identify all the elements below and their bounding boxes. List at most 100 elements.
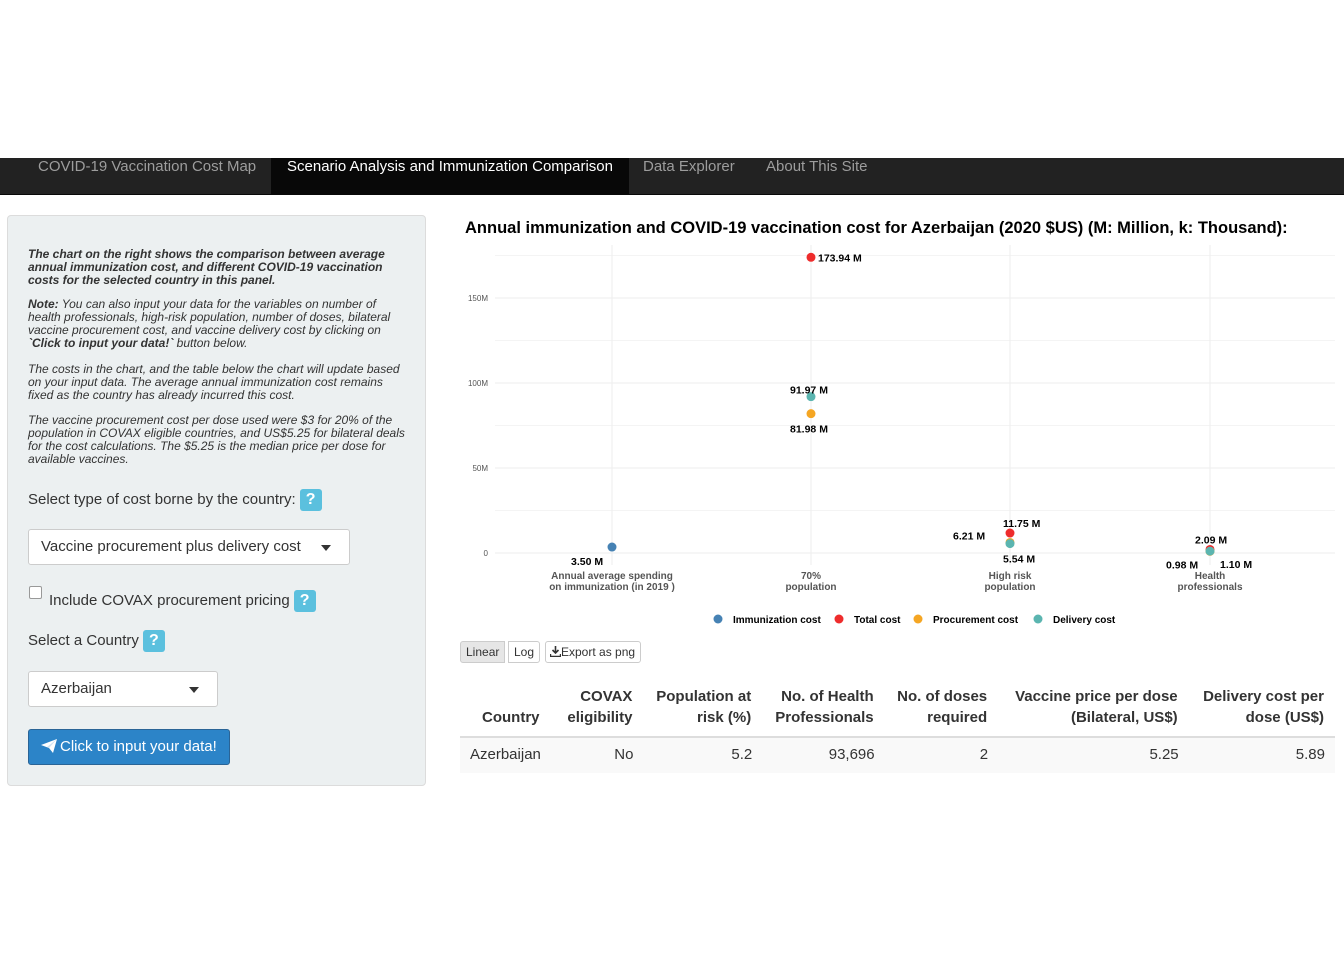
update-note: The costs in the chart, and the table be… <box>28 362 400 402</box>
log-scale-button[interactable]: Log <box>508 641 541 663</box>
download-icon <box>549 646 562 658</box>
legend-label: Total cost <box>854 615 901 626</box>
column-header-text: Vaccine price per dose <box>1015 688 1178 705</box>
column-header-text: No. of doses <box>897 688 988 705</box>
legend-marker <box>913 614 923 624</box>
data-point <box>806 252 816 262</box>
covax-label: Include COVAX procurement pricing? <box>49 590 316 612</box>
data-label: 5.54 M <box>1003 554 1035 566</box>
country-summary-table: Country COVAX eligibility Population at risk… <box>460 680 1335 773</box>
tab-about[interactable]: About This Site <box>766 158 868 175</box>
table-cell: 5.89 <box>1188 737 1335 773</box>
x-tick-label: Health <box>1195 571 1226 582</box>
column-header-text: (Bilateral, US$) <box>1070 709 1178 726</box>
legend-marker <box>713 614 723 624</box>
paper-plane-icon <box>41 739 57 753</box>
cost-type-select[interactable]: Vaccine procurement plus delivery cost <box>28 529 350 565</box>
table-cell: 5.25 <box>998 737 1189 773</box>
y-tick-label: 0 <box>484 549 489 558</box>
sidebar-panel: The chart on the right shows the compari… <box>7 215 426 786</box>
help-icon[interactable]: ? <box>299 489 322 511</box>
y-tick-label: 100M <box>468 379 488 388</box>
data-point <box>806 392 816 402</box>
data-point <box>806 409 816 419</box>
help-icon[interactable]: ? <box>293 590 316 612</box>
y-tick-label: 150M <box>468 294 488 303</box>
column-header[interactable]: Population at risk (%) <box>643 680 763 738</box>
data-point <box>1005 539 1015 549</box>
data-label: 6.21 M <box>953 530 985 542</box>
data-label: 81.98 M <box>790 424 828 436</box>
legend-label: Procurement cost <box>933 615 1019 626</box>
column-header-text: eligibility <box>567 709 633 726</box>
table-cell: Azerbaijan <box>460 737 557 773</box>
column-header[interactable]: Vaccine price per dose (Bilateral, US$) <box>998 680 1189 738</box>
export-png-button[interactable]: Export as png <box>545 641 642 663</box>
note-body-a: You can also input your data for the var… <box>28 297 391 337</box>
tab-vaccination-cost-map[interactable]: COVID-19 Vaccination Cost Map <box>38 158 257 175</box>
column-header-text: Population at <box>656 688 752 705</box>
table-header-row: Country COVAX eligibility Population at risk… <box>460 680 1335 738</box>
data-point <box>1205 546 1215 556</box>
input-data-button[interactable]: Click to input your data! <box>28 729 230 765</box>
data-label: 91.97 M <box>790 385 828 397</box>
data-label: 11.75 M <box>1003 518 1041 530</box>
table-cell: 93,696 <box>762 737 885 773</box>
column-header-text: COVAX <box>580 688 633 705</box>
column-header-text: No. of Health <box>781 688 874 705</box>
cost-type-label: Select type of cost borne by the country… <box>28 489 322 511</box>
column-header[interactable]: No. of Health Professionals <box>762 680 885 738</box>
tab-scenario-analysis[interactable]: Scenario Analysis and Immunization Compa… <box>271 158 629 194</box>
data-label: 173.94 M <box>818 252 862 264</box>
table-row: Azerbaijan No 5.2 93,696 2 5.25 5.89 <box>460 737 1335 773</box>
chevron-down-icon <box>189 687 199 693</box>
country-value: Azerbaijan <box>41 680 112 697</box>
chart-title: Annual immunization and COVID-19 vaccina… <box>465 219 1288 237</box>
column-header-text: risk (%) <box>697 709 752 726</box>
tab-data-explorer[interactable]: Data Explorer <box>643 158 735 175</box>
country-text: Select a Country <box>28 631 139 649</box>
covax-checkbox[interactable] <box>29 586 42 599</box>
table-cell: 5.2 <box>643 737 763 773</box>
column-header[interactable]: No. of doses required <box>884 680 999 738</box>
data-label: 3.50 M <box>571 556 603 568</box>
cost-type-value: Vaccine procurement plus delivery cost <box>41 538 301 555</box>
intro-text: The chart on the right shows the compari… <box>28 247 385 287</box>
data-label: 1.10 M <box>1220 559 1252 571</box>
note-body-b: button below. <box>173 336 248 350</box>
table-cell: No <box>556 737 644 773</box>
column-header-text: required <box>927 709 988 726</box>
x-tick-label: professionals <box>1177 582 1242 593</box>
pricing-note: The vaccine procurement cost per dose us… <box>28 413 405 466</box>
linear-scale-button[interactable]: Linear <box>460 641 506 663</box>
data-label: 2.09 M <box>1195 534 1227 546</box>
y-tick-label: 50M <box>472 464 488 473</box>
export-label: Export as png <box>561 645 636 659</box>
help-icon[interactable]: ? <box>142 630 165 652</box>
note-bold: `Click to input your data!` <box>28 336 174 350</box>
x-tick-label: 70% <box>801 571 821 582</box>
note-text: Note: You can also input your data for t… <box>28 298 408 350</box>
data-point <box>607 542 617 552</box>
x-tick-label: High risk <box>989 571 1032 582</box>
x-tick-label: Annual average spending <box>551 571 673 582</box>
data-label: 0.98 M <box>1166 559 1198 571</box>
column-header-text: Country <box>482 709 540 726</box>
legend-marker <box>1033 614 1043 624</box>
legend-label: Delivery cost <box>1053 615 1116 626</box>
country-select[interactable]: Azerbaijan <box>28 671 218 707</box>
data-point <box>1005 528 1015 538</box>
column-header[interactable]: Delivery cost per dose (US$) <box>1188 680 1335 738</box>
table-cell: 2 <box>884 737 999 773</box>
x-tick-label: on immunization (in 2019 ) <box>549 582 675 593</box>
chevron-down-icon <box>321 545 331 551</box>
x-tick-label: population <box>984 582 1035 593</box>
top-navbar: COVID-19 Vaccination Cost Map Scenario A… <box>0 158 1344 195</box>
legend-label: Immunization cost <box>733 615 821 626</box>
column-header[interactable]: Country <box>460 680 557 738</box>
column-header[interactable]: COVAX eligibility <box>556 680 644 738</box>
cost-type-text: Select type of cost borne by the country… <box>28 490 296 508</box>
column-header-text: Professionals <box>775 709 874 726</box>
note-label: Note: <box>28 297 59 311</box>
